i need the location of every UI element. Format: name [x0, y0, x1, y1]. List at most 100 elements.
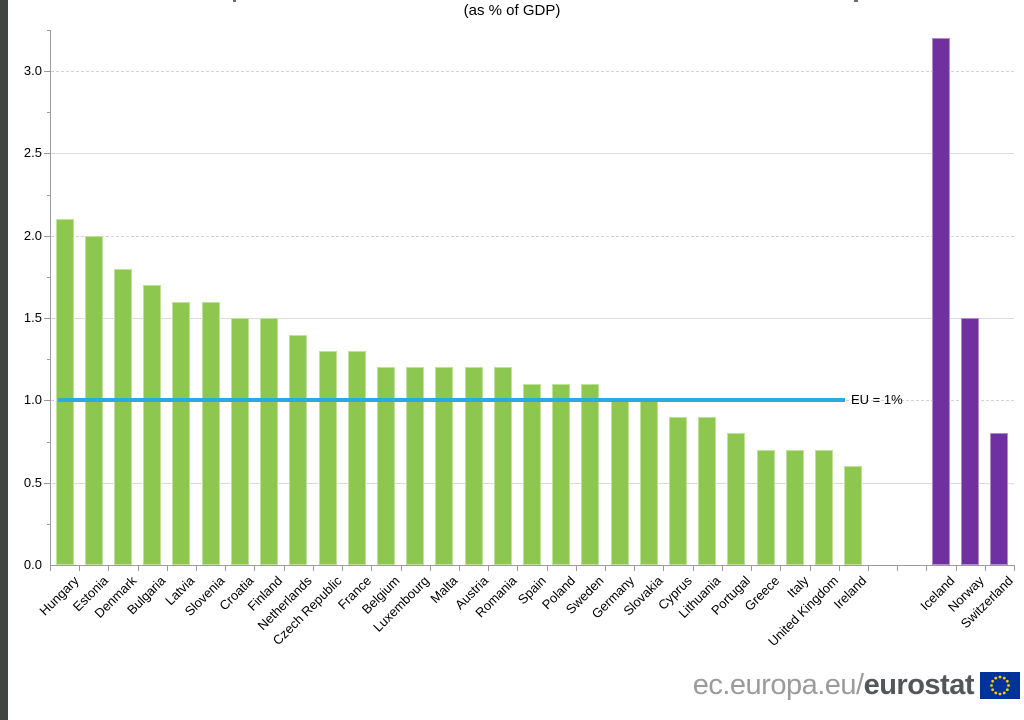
- x-axis-tick: [839, 566, 840, 571]
- x-axis-tick: [634, 566, 635, 571]
- y-axis-label: 1.0: [23, 392, 42, 407]
- y-axis-label: 0.5: [23, 475, 42, 490]
- bar-sweden: [581, 384, 599, 565]
- x-axis-tick: [810, 566, 811, 571]
- bar-switzerland: [990, 433, 1008, 565]
- bar-austria: [465, 367, 483, 565]
- x-axis-tick: [780, 566, 781, 571]
- x-axis-tick: [488, 566, 489, 571]
- bar-denmark: [114, 269, 132, 565]
- y-axis-label: 0.0: [23, 557, 42, 572]
- bar-romania: [494, 367, 512, 565]
- y-axis-tick: [47, 524, 50, 525]
- x-axis: [50, 565, 1015, 566]
- y-axis-tick: [44, 483, 50, 484]
- x-axis-tick: [313, 566, 314, 571]
- y-axis-tick: [47, 112, 50, 113]
- x-axis-tick: [956, 566, 957, 571]
- x-axis-tick: [196, 566, 197, 571]
- x-axis-tick: [430, 566, 431, 571]
- x-axis-tick: [225, 566, 226, 571]
- bar-slovakia: [640, 400, 658, 565]
- bar-poland: [552, 384, 570, 565]
- gridline-3.0: [51, 71, 1014, 72]
- x-axis-tick: [342, 566, 343, 571]
- gridline-1.5: [51, 318, 1014, 319]
- bar-lithuania: [698, 417, 716, 565]
- bar-croatia: [231, 318, 249, 565]
- bar-hungary: [56, 219, 74, 565]
- gridline-2.0: [51, 236, 1014, 237]
- bar-france: [348, 351, 366, 565]
- x-axis-tick: [401, 566, 402, 571]
- x-axis-tick: [254, 566, 255, 571]
- bar-luxembourg: [406, 367, 424, 565]
- y-axis-label: 3.0: [23, 63, 42, 78]
- bar-slovenia: [202, 302, 220, 565]
- x-axis-tick: [459, 566, 460, 571]
- x-axis-tick: [693, 566, 694, 571]
- bar-ireland: [844, 466, 862, 565]
- x-axis-tick: [50, 566, 51, 571]
- bar-greece: [757, 450, 775, 565]
- y-axis-tick: [47, 359, 50, 360]
- window-edge-strip: [0, 0, 8, 720]
- x-axis-tick: [517, 566, 518, 571]
- eu-flag-icon: [980, 672, 1020, 699]
- x-axis-tick: [547, 566, 548, 571]
- eu-average-label: EU = 1%: [851, 392, 903, 407]
- y-axis: [50, 30, 51, 565]
- y-axis-tick: [47, 277, 50, 278]
- bar-iceland: [932, 38, 950, 565]
- x-axis-tick: [138, 566, 139, 571]
- bar-germany: [611, 400, 629, 565]
- bar-malta: [435, 367, 453, 565]
- x-axis-label-text: Hungary: [36, 573, 82, 619]
- x-axis-tick: [722, 566, 723, 571]
- bar-netherlands: [289, 335, 307, 565]
- x-axis-tick: [985, 566, 986, 571]
- y-axis-tick: [47, 442, 50, 443]
- x-axis-tick: [284, 566, 285, 571]
- y-axis-label: 1.5: [23, 310, 42, 325]
- clipped-title-remnant: [233, 0, 236, 2]
- bar-bulgaria: [143, 285, 161, 565]
- gridline-2.5: [51, 153, 1014, 154]
- bar-cyprus: [669, 417, 687, 565]
- x-axis-tick: [663, 566, 664, 571]
- bar-portugal: [727, 433, 745, 565]
- eurostat-footer: ec.europa.eu/eurostat: [693, 669, 1020, 702]
- x-axis-tick: [897, 566, 898, 571]
- y-axis-tick: [47, 30, 50, 31]
- footer-brand: eurostat: [863, 669, 975, 701]
- y-axis-tick: [44, 71, 50, 72]
- footer-url-prefix: ec.europa.eu/: [692, 669, 864, 701]
- y-axis-label: 2.5: [23, 145, 42, 160]
- bar-latvia: [172, 302, 190, 565]
- bar-finland: [260, 318, 278, 565]
- bar-spain: [523, 384, 541, 565]
- y-axis-tick: [44, 400, 50, 401]
- y-axis-tick: [47, 195, 50, 196]
- x-axis-tick: [576, 566, 577, 571]
- y-axis-tick: [44, 153, 50, 154]
- x-axis-tick: [1014, 566, 1015, 571]
- bar-belgium: [377, 367, 395, 565]
- y-axis-tick: [44, 318, 50, 319]
- eu-average-reference-line: [58, 398, 845, 402]
- clipped-title-remnant: [854, 0, 858, 2]
- x-axis-tick: [605, 566, 606, 571]
- y-axis-tick: [44, 236, 50, 237]
- bar-italy: [786, 450, 804, 565]
- bar-czech-republic: [319, 351, 337, 565]
- x-axis-tick: [108, 566, 109, 571]
- x-axis-tick: [79, 566, 80, 571]
- bar-united-kingdom: [815, 450, 833, 565]
- x-axis-tick: [868, 566, 869, 571]
- x-axis-tick: [371, 566, 372, 571]
- x-axis-tick: [926, 566, 927, 571]
- x-axis-tick: [751, 566, 752, 571]
- chart-subtitle: (as % of GDP): [463, 2, 561, 19]
- y-axis-label: 2.0: [23, 228, 42, 243]
- bar-norway: [961, 318, 979, 565]
